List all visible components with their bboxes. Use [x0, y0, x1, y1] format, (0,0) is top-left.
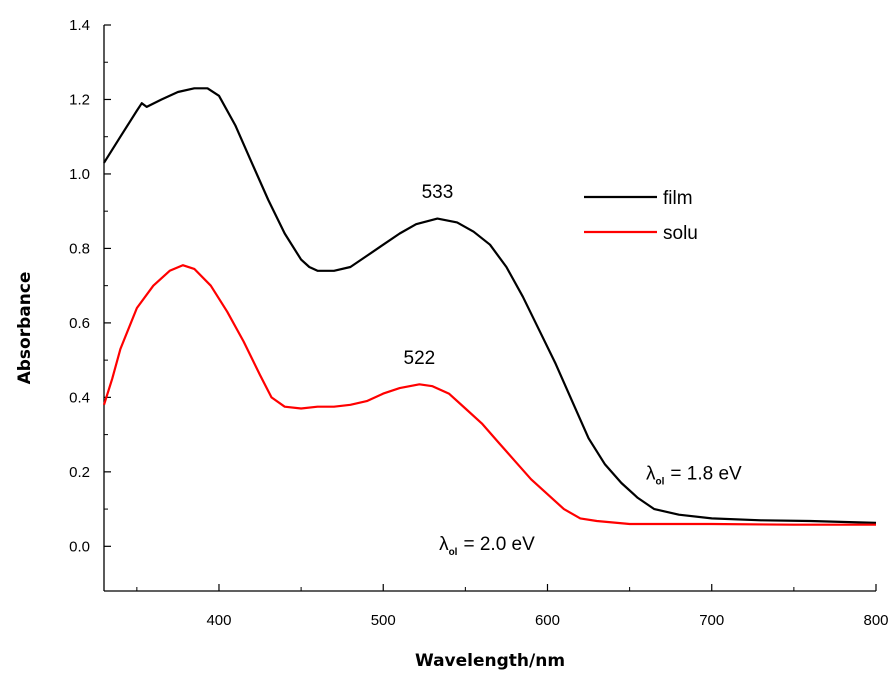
- x-tick-label: 700: [699, 612, 724, 629]
- onset-label-film: λol = 1.8 eV: [646, 463, 742, 487]
- y-tick-label: 0.0: [69, 538, 90, 555]
- peak-label-film: 533: [422, 182, 454, 203]
- y-tick-label: 1.4: [69, 17, 90, 34]
- series-layer: [102, 87, 877, 526]
- peak-label-solu: 522: [404, 348, 436, 369]
- x-tick-label: 400: [206, 612, 231, 629]
- series-line-film: [103, 87, 877, 524]
- y-tick-label: 0.8: [69, 240, 90, 257]
- axes: [103, 25, 876, 592]
- tick-marks: [104, 24, 877, 591]
- y-tick-label: 0.2: [69, 464, 90, 481]
- series-line-solu: [102, 264, 876, 526]
- y-tick-label: 0.4: [69, 389, 90, 406]
- x-tick-label: 800: [863, 612, 888, 629]
- x-axis-title: Wavelength/nm: [415, 651, 565, 671]
- legend-label-solu: solu: [663, 223, 698, 244]
- y-tick-label: 1.2: [69, 91, 90, 108]
- x-tick-label: 500: [371, 612, 396, 629]
- annotations: 533 522 λol = 1.8 eV λol = 2.0 eV: [404, 182, 743, 558]
- y-axis-title: Absorbance: [15, 272, 35, 385]
- legend-label-film: film: [663, 188, 693, 209]
- x-tick-label: 600: [535, 612, 560, 629]
- y-tick-label: 0.6: [69, 315, 90, 332]
- onset-label-solu: λol = 2.0 eV: [439, 534, 535, 558]
- y-tick-label: 1.0: [69, 166, 90, 183]
- legend: film solu: [584, 188, 698, 244]
- tick-labels: 0.0 0.2 0.4 0.6 0.8 1.0 1.2 1.4 400 500 600 700 800: [69, 17, 888, 629]
